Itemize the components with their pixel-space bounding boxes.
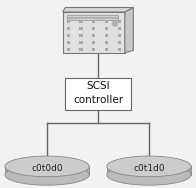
Circle shape bbox=[113, 21, 117, 26]
Bar bbox=[80, 27, 83, 30]
Bar bbox=[67, 20, 70, 24]
Ellipse shape bbox=[5, 164, 89, 185]
Text: SCSI
controller: SCSI controller bbox=[73, 81, 123, 105]
Bar bbox=[118, 20, 121, 24]
Text: c0t1d0: c0t1d0 bbox=[133, 164, 165, 173]
Bar bbox=[105, 41, 108, 44]
Bar bbox=[118, 34, 121, 37]
Polygon shape bbox=[63, 8, 133, 12]
Bar bbox=[80, 34, 83, 37]
Polygon shape bbox=[125, 8, 133, 53]
FancyBboxPatch shape bbox=[63, 12, 125, 53]
Bar bbox=[67, 27, 70, 30]
Bar bbox=[105, 27, 108, 30]
Ellipse shape bbox=[107, 164, 191, 185]
FancyBboxPatch shape bbox=[67, 15, 118, 20]
Ellipse shape bbox=[5, 156, 89, 177]
Bar bbox=[105, 20, 108, 24]
FancyBboxPatch shape bbox=[65, 78, 131, 110]
Bar bbox=[67, 34, 70, 37]
Bar bbox=[80, 20, 83, 24]
Bar bbox=[67, 48, 70, 51]
FancyBboxPatch shape bbox=[107, 166, 191, 175]
Text: c0t0d0: c0t0d0 bbox=[31, 164, 63, 173]
Bar bbox=[92, 27, 95, 30]
FancyBboxPatch shape bbox=[68, 17, 117, 18]
Bar bbox=[80, 41, 83, 44]
Bar bbox=[92, 41, 95, 44]
Bar bbox=[80, 48, 83, 51]
Bar bbox=[105, 34, 108, 37]
Bar bbox=[105, 48, 108, 51]
Bar bbox=[118, 41, 121, 44]
Bar bbox=[92, 48, 95, 51]
Bar bbox=[118, 48, 121, 51]
Bar bbox=[118, 27, 121, 30]
Bar bbox=[67, 41, 70, 44]
Ellipse shape bbox=[107, 156, 191, 177]
Bar bbox=[92, 34, 95, 37]
Bar bbox=[92, 20, 95, 24]
FancyBboxPatch shape bbox=[5, 166, 89, 175]
